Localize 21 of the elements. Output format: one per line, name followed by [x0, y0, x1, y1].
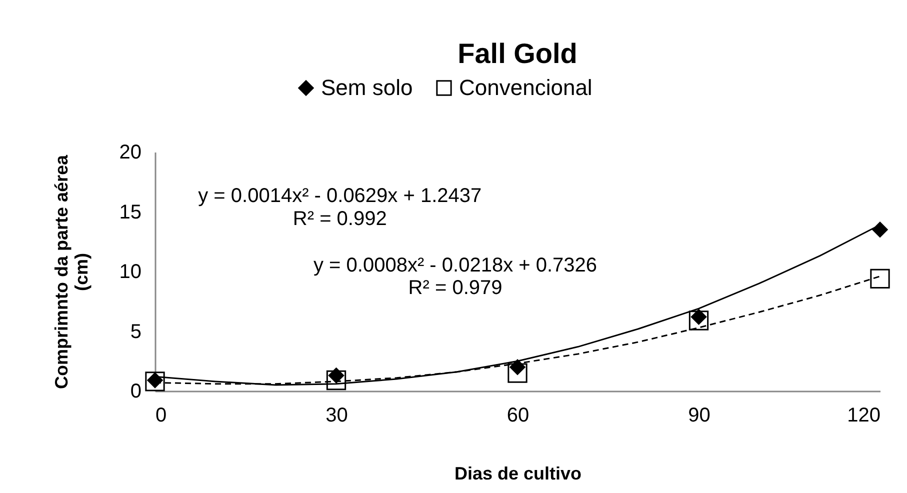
legend-label: Sem solo [321, 75, 413, 100]
annotation: y = 0.0008x² - 0.0218x + 0.7326 [313, 254, 598, 277]
y-tick-label: 0 [130, 380, 142, 402]
y-tick-label: 20 [119, 142, 142, 164]
x-tick-label: 120 [847, 404, 880, 426]
x-tick-label: 30 [326, 404, 348, 426]
x-tick-label: 90 [688, 404, 710, 426]
y-axis-title: Comprimnto da parte aérea (cm) [51, 154, 92, 390]
x-axis-title: Dias de cultivo [454, 464, 582, 484]
annotation: R² = 0.979 [408, 277, 502, 300]
y-tick-label: 5 [130, 320, 142, 343]
point [872, 222, 888, 238]
annotation: R² = 0.992 [292, 208, 387, 230]
x-tick-label: 60 [506, 404, 530, 426]
y-tick-label: 10 [119, 261, 142, 283]
x-tick-label: 0 [156, 404, 167, 426]
chart-title: Fall Gold [458, 38, 578, 69]
point [870, 268, 890, 289]
legend-label: Convencional [459, 75, 592, 100]
y-tick-label: 15 [119, 201, 142, 224]
annotation: y = 0.0014x² - 0.0629x + 1.2437 [198, 185, 482, 208]
